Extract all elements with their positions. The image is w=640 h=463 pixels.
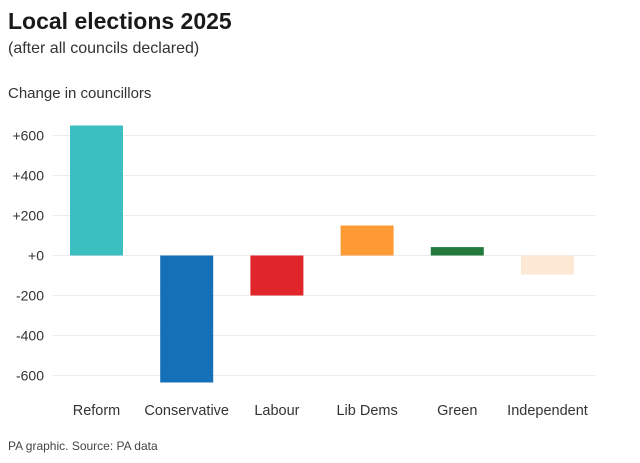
y-axis-label: Change in councillors [8,85,152,102]
y-tick-label: -200 [16,288,44,304]
chart-subtitle: (after all councils declared) [8,40,200,57]
y-tick-label: +600 [12,128,44,144]
x-tick-label: Lib Dems [336,403,397,419]
x-tick-label: Conservative [144,403,229,419]
bar-lib-dems [340,225,394,256]
x-tick-label: Independent [507,403,588,419]
y-tick-label: +200 [12,208,44,224]
y-tick-label: -400 [16,328,44,344]
bar-labour [250,255,304,296]
x-tick-label: Green [437,403,477,419]
bar-independent [521,255,574,275]
source-note: PA graphic. Source: PA data [8,439,158,453]
x-tick-label: Labour [254,403,299,419]
chart-title: Local elections 2025 [8,8,232,34]
y-tick-label: +400 [12,168,44,184]
y-tick-label: -600 [16,368,44,384]
bar-conservative [160,255,214,383]
x-tick-label: Reform [73,403,121,419]
y-tick-label: +0 [28,248,44,264]
bar-reform [70,125,123,256]
bar-green [430,247,484,256]
